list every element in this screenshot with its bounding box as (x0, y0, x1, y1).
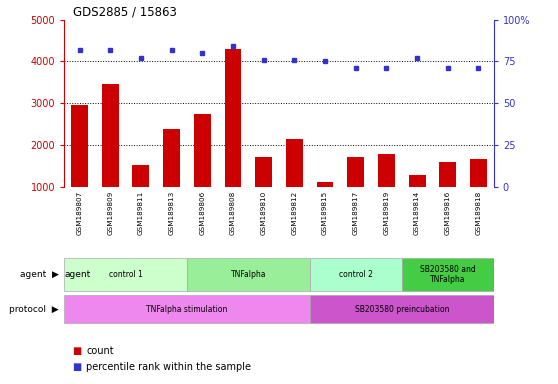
Text: GSM189811: GSM189811 (138, 191, 144, 235)
Text: GSM189819: GSM189819 (383, 191, 389, 235)
Text: control 2: control 2 (339, 270, 373, 279)
Bar (439, 162, 456, 187)
Text: TNFalpha stimulation: TNFalpha stimulation (146, 305, 228, 314)
Bar (378, 154, 395, 187)
Bar (64, 258, 187, 291)
Text: TNFalpha: TNFalpha (230, 270, 266, 279)
Text: GSM189808: GSM189808 (230, 191, 236, 235)
Bar (408, 175, 426, 187)
Text: SB203580 preincubation: SB203580 preincubation (354, 305, 449, 314)
Bar (224, 49, 242, 187)
Bar (71, 105, 88, 187)
Text: SB203580 and
TNFalpha: SB203580 and TNFalpha (420, 265, 475, 284)
Text: percentile rank within the sample: percentile rank within the sample (86, 362, 252, 372)
Bar (102, 84, 119, 187)
Text: GSM189807: GSM189807 (76, 191, 83, 235)
Text: agent: agent (65, 270, 91, 279)
Bar (402, 258, 494, 291)
Text: ■: ■ (73, 346, 82, 356)
Bar (310, 258, 402, 291)
Text: control 1: control 1 (109, 270, 142, 279)
Bar (310, 295, 494, 323)
Text: GSM189815: GSM189815 (322, 191, 328, 235)
Text: ■: ■ (73, 362, 82, 372)
Text: GSM189817: GSM189817 (353, 191, 359, 235)
Text: GSM189814: GSM189814 (414, 191, 420, 235)
Bar (187, 258, 310, 291)
Text: GDS2885 / 15863: GDS2885 / 15863 (73, 5, 177, 18)
Text: GSM189813: GSM189813 (169, 191, 175, 235)
Bar (255, 157, 272, 187)
Text: protocol  ▶: protocol ▶ (9, 305, 59, 314)
Bar (163, 129, 180, 187)
Text: GSM189818: GSM189818 (475, 191, 482, 235)
Text: count: count (86, 346, 114, 356)
Bar (132, 165, 150, 187)
Bar (64, 295, 310, 323)
Bar (316, 182, 334, 187)
Text: GSM189812: GSM189812 (291, 191, 297, 235)
Bar (347, 157, 364, 187)
Text: GSM189806: GSM189806 (199, 191, 205, 235)
Bar (470, 159, 487, 187)
Text: agent  ▶: agent ▶ (20, 270, 59, 279)
Bar (286, 139, 303, 187)
Text: GSM189810: GSM189810 (261, 191, 267, 235)
Text: GSM189809: GSM189809 (107, 191, 113, 235)
Bar (194, 114, 211, 187)
Text: GSM189816: GSM189816 (445, 191, 451, 235)
